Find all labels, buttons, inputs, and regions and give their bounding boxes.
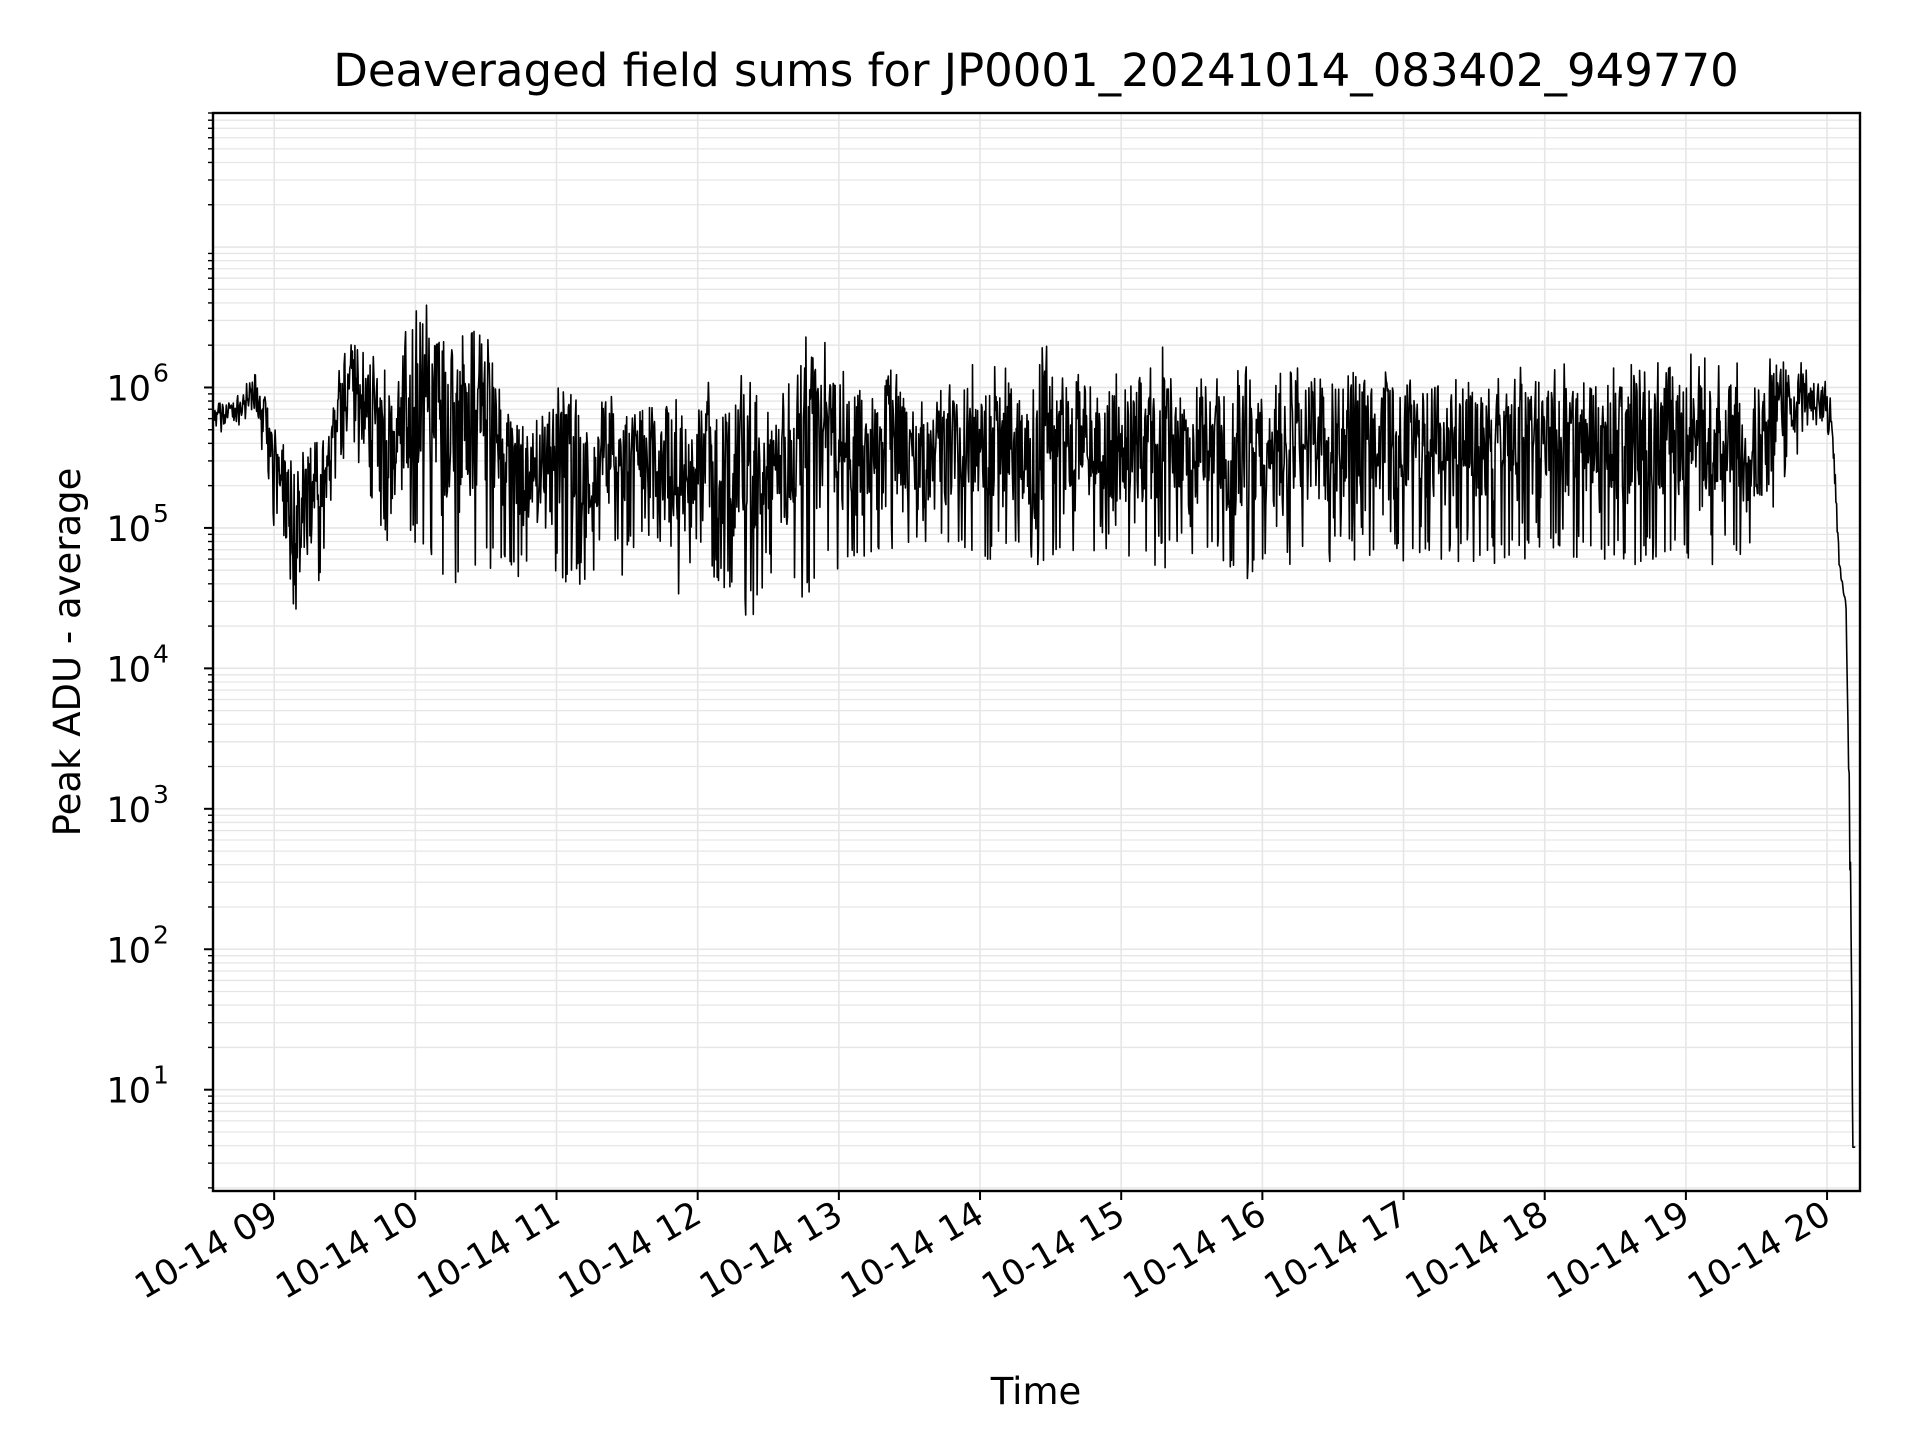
y-tick-exponent: 4 — [153, 639, 169, 668]
grid-lines — [213, 112, 1860, 1191]
y-tick-label: 10 — [106, 369, 151, 409]
y-tick-exponent: 3 — [153, 780, 169, 809]
y-tick-label: 10 — [106, 1072, 151, 1112]
y-tick-label: 10 — [106, 931, 151, 971]
y-tick-exponent: 1 — [153, 1061, 169, 1090]
chart-title: Deaveraged field sums for JP0001_2024101… — [333, 44, 1739, 97]
y-tick-label: 10 — [106, 791, 151, 831]
y-tick-exponent: 2 — [153, 920, 169, 949]
x-axis-label: Time — [990, 1370, 1082, 1413]
y-axis-label: Peak ADU - average — [46, 468, 89, 837]
data-series-line — [213, 304, 1856, 1149]
y-tick-exponent: 6 — [153, 358, 169, 387]
y-tick-exponent: 5 — [153, 499, 169, 528]
plot-frame — [211, 111, 1862, 1193]
y-tick-label: 10 — [106, 650, 151, 690]
plot-area — [213, 304, 1856, 1149]
y-tick-label: 10 — [106, 510, 151, 550]
